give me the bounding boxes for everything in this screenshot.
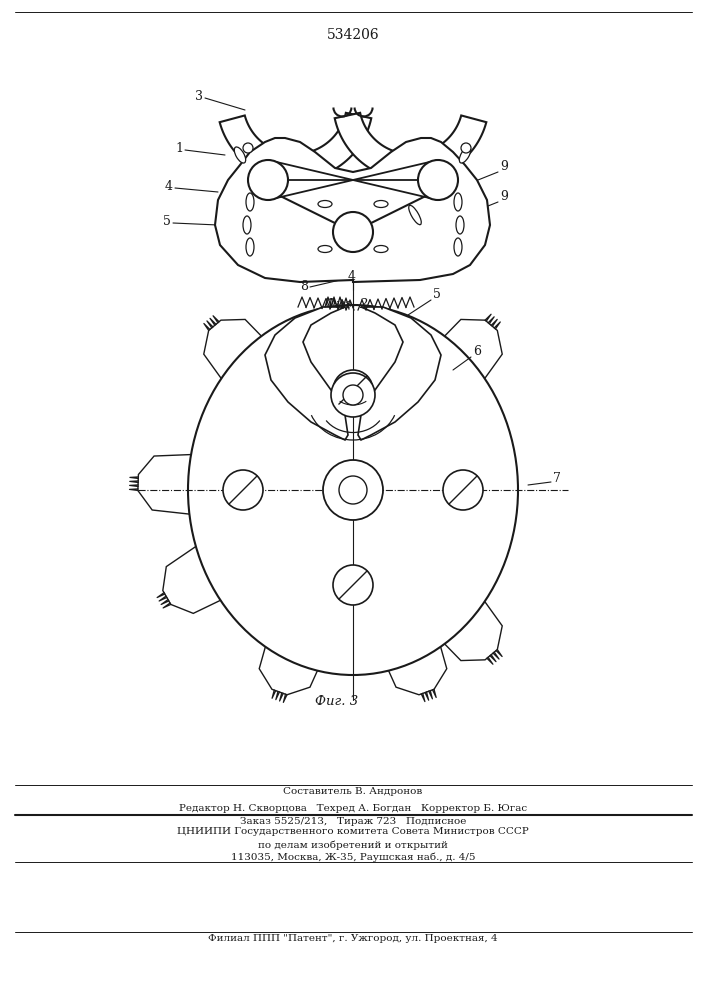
Text: Заказ 5525/213,   Тираж 723   Подписное: Заказ 5525/213, Тираж 723 Подписное bbox=[240, 817, 466, 826]
Polygon shape bbox=[163, 544, 230, 613]
Circle shape bbox=[443, 470, 483, 510]
Text: ЦНИИПИ Государственного комитета Совета Министров СССР: ЦНИИПИ Государственного комитета Совета … bbox=[177, 827, 529, 836]
Ellipse shape bbox=[318, 245, 332, 252]
Polygon shape bbox=[358, 307, 441, 440]
Ellipse shape bbox=[246, 238, 254, 256]
Circle shape bbox=[418, 160, 458, 200]
Text: 9: 9 bbox=[500, 190, 508, 203]
Text: 5: 5 bbox=[163, 215, 171, 228]
Circle shape bbox=[223, 470, 263, 510]
Text: 534206: 534206 bbox=[327, 28, 380, 42]
Ellipse shape bbox=[234, 147, 245, 163]
Circle shape bbox=[461, 143, 471, 153]
Text: 4: 4 bbox=[348, 270, 356, 283]
Ellipse shape bbox=[188, 305, 518, 675]
Text: 113035, Москва, Ж-35, Раушская наб., д. 4/5: 113035, Москва, Ж-35, Раушская наб., д. … bbox=[230, 852, 475, 861]
Ellipse shape bbox=[460, 147, 471, 163]
Polygon shape bbox=[220, 113, 371, 180]
Ellipse shape bbox=[374, 245, 388, 252]
Circle shape bbox=[331, 373, 375, 417]
Ellipse shape bbox=[456, 216, 464, 234]
Circle shape bbox=[333, 370, 373, 410]
Ellipse shape bbox=[454, 193, 462, 211]
Ellipse shape bbox=[454, 238, 462, 256]
Circle shape bbox=[323, 460, 383, 520]
Text: Составитель В. Андронов: Составитель В. Андронов bbox=[284, 787, 423, 796]
Text: Фиг. 3: Фиг. 3 bbox=[315, 695, 358, 708]
Ellipse shape bbox=[374, 200, 388, 208]
Polygon shape bbox=[433, 319, 502, 387]
Circle shape bbox=[333, 212, 373, 252]
Polygon shape bbox=[204, 319, 273, 387]
Circle shape bbox=[248, 160, 288, 200]
Polygon shape bbox=[138, 454, 194, 514]
Circle shape bbox=[343, 385, 363, 405]
Circle shape bbox=[333, 565, 373, 605]
Polygon shape bbox=[259, 630, 327, 695]
Text: 1: 1 bbox=[175, 142, 183, 155]
Ellipse shape bbox=[243, 216, 251, 234]
Polygon shape bbox=[265, 307, 348, 440]
Polygon shape bbox=[334, 113, 486, 180]
Text: 9: 9 bbox=[500, 160, 508, 173]
Ellipse shape bbox=[409, 205, 421, 225]
Ellipse shape bbox=[246, 193, 254, 211]
Text: Фиг. 2: Фиг. 2 bbox=[325, 298, 368, 311]
Text: Филиал ППП "Патент", г. Ужгород, ул. Проектная, 4: Филиал ППП "Патент", г. Ужгород, ул. Про… bbox=[208, 934, 498, 943]
Circle shape bbox=[243, 143, 253, 153]
Text: 3: 3 bbox=[195, 90, 203, 103]
Text: 6: 6 bbox=[473, 345, 481, 358]
Text: Редактор Н. Скворцова   Техред А. Богдан   Корректор Б. Югас: Редактор Н. Скворцова Техред А. Богдан К… bbox=[179, 804, 527, 813]
Text: 7: 7 bbox=[553, 472, 561, 485]
Text: 8: 8 bbox=[300, 280, 308, 293]
Circle shape bbox=[339, 476, 367, 504]
Text: по делам изобретений и открытий: по делам изобретений и открытий bbox=[258, 840, 448, 850]
Polygon shape bbox=[433, 593, 502, 661]
Polygon shape bbox=[380, 630, 447, 695]
Polygon shape bbox=[215, 138, 490, 282]
Text: 4: 4 bbox=[165, 180, 173, 193]
Ellipse shape bbox=[318, 200, 332, 208]
Text: 5: 5 bbox=[433, 288, 441, 301]
